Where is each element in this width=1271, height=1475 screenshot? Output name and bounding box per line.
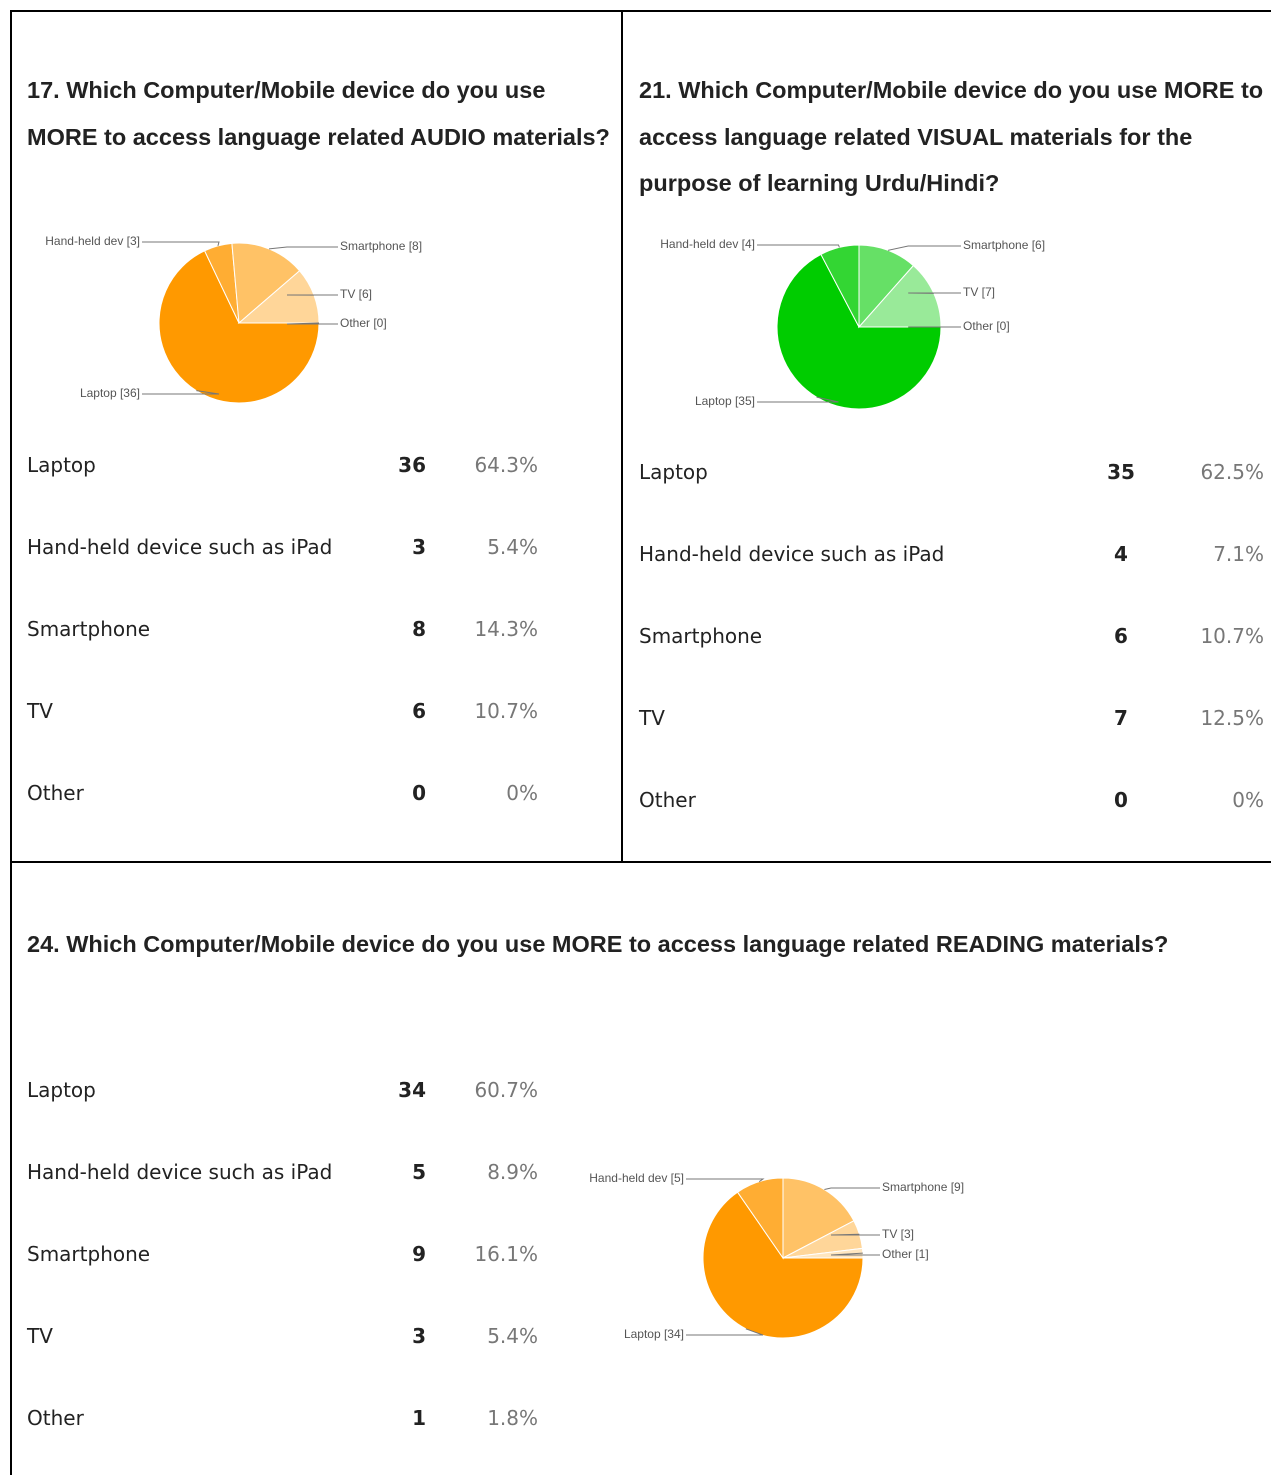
category-label: Hand-held device such as iPad	[639, 542, 945, 566]
count: 7	[1114, 706, 1128, 730]
chart-title: 24. Which Computer/Mobile device do you …	[27, 931, 1169, 957]
category-label: Smartphone	[27, 1242, 151, 1266]
leader-line	[686, 1328, 764, 1336]
leader-line	[142, 241, 220, 246]
slice-label: Laptop [36]	[80, 386, 140, 400]
chart-title: 17. Which Computer/Mobile device do you …	[27, 77, 610, 150]
percent: 12.5%	[1200, 706, 1264, 730]
slice-label: TV [3]	[882, 1227, 914, 1241]
category-label: Smartphone	[639, 624, 763, 648]
category-label: TV	[27, 699, 53, 723]
percent: 62.5%	[1200, 460, 1264, 484]
border	[621, 10, 623, 862]
percent: 8.9%	[487, 1160, 538, 1184]
percent: 10.7%	[1200, 624, 1264, 648]
count: 3	[412, 1324, 426, 1348]
category-label: TV	[27, 1324, 53, 1348]
leader-line	[757, 396, 839, 403]
slice-label: Hand-held dev [4]	[660, 237, 755, 251]
chart-title: 21. Which Computer/Mobile device do you …	[639, 77, 1264, 196]
percent: 60.7%	[474, 1078, 538, 1102]
slice-label: Laptop [35]	[695, 394, 755, 408]
leader-line	[824, 1187, 880, 1191]
leader-line	[830, 1233, 880, 1236]
category-label: Hand-held device such as iPad	[27, 535, 333, 559]
count: 0	[1114, 788, 1128, 812]
leader-line	[830, 1252, 880, 1256]
count: 6	[1114, 624, 1128, 648]
category-label: Smartphone	[27, 617, 151, 641]
percent: 7.1%	[1213, 542, 1264, 566]
count: 9	[412, 1242, 426, 1266]
category-label: Other	[27, 1406, 84, 1430]
percent: 10.7%	[474, 699, 538, 723]
percent: 14.3%	[474, 617, 538, 641]
slice-label: Other [0]	[963, 319, 1010, 333]
percent: 1.8%	[487, 1406, 538, 1430]
slice-label: Smartphone [8]	[340, 239, 422, 253]
border	[10, 10, 1271, 12]
leader-line	[286, 322, 338, 325]
category-label: Laptop	[639, 460, 708, 484]
slice-label: TV [6]	[340, 287, 372, 301]
count: 1	[412, 1406, 426, 1430]
slice-label: Smartphone [9]	[882, 1180, 964, 1194]
slice-label: Other [0]	[340, 316, 387, 330]
count: 5	[412, 1160, 426, 1184]
pie-slice	[231, 242, 301, 325]
leader-line	[686, 1178, 765, 1183]
count: 0	[412, 781, 426, 805]
percent: 16.1%	[474, 1242, 538, 1266]
leader-line	[269, 246, 338, 250]
slice-label: Smartphone [6]	[963, 238, 1045, 252]
category-label: Laptop	[27, 453, 96, 477]
category-label: TV	[639, 706, 665, 730]
slice-label: Hand-held dev [5]	[589, 1171, 684, 1185]
leader-line	[757, 244, 840, 248]
count: 35	[1107, 460, 1135, 484]
slice-label: TV [7]	[963, 285, 995, 299]
leader-line	[142, 390, 220, 395]
percent: 5.4%	[487, 1324, 538, 1348]
category-label: Other	[27, 781, 84, 805]
category-label: Other	[639, 788, 696, 812]
category-label: Hand-held device such as iPad	[27, 1160, 333, 1184]
count: 6	[412, 699, 426, 723]
slice-label: Laptop [34]	[624, 1327, 684, 1341]
count: 36	[398, 453, 426, 477]
percent: 64.3%	[474, 453, 538, 477]
border	[10, 10, 12, 1475]
percent: 0%	[506, 781, 538, 805]
percent: 0%	[1232, 788, 1264, 812]
slice-label: Hand-held dev [3]	[45, 234, 140, 248]
slice-label: Other [1]	[882, 1247, 929, 1261]
percent: 5.4%	[487, 535, 538, 559]
pie-slice	[782, 1177, 855, 1259]
count: 8	[412, 617, 426, 641]
pie-slice	[158, 250, 320, 404]
count: 4	[1114, 542, 1128, 566]
count: 3	[412, 535, 426, 559]
border	[10, 861, 1271, 863]
leader-line	[887, 245, 961, 251]
count: 34	[398, 1078, 426, 1102]
category-label: Laptop	[27, 1078, 96, 1102]
